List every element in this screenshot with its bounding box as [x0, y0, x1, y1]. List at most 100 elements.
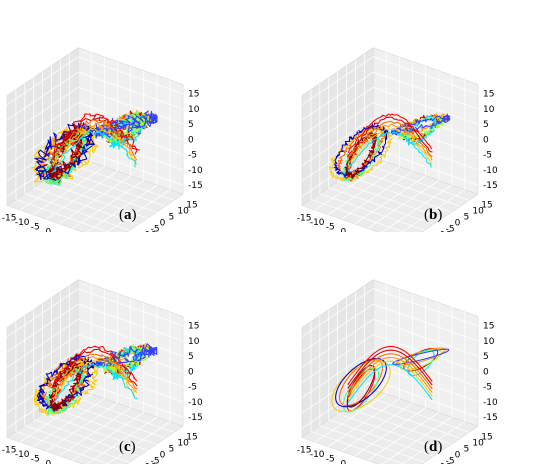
z-tick-label: -5: [483, 151, 492, 161]
x-tick-label: -10: [310, 450, 325, 460]
y-tick-label: 10: [472, 439, 484, 449]
grid-line-x: [367, 70, 440, 229]
grid-line-z: [301, 288, 479, 338]
grid-line-y: [337, 303, 443, 451]
grid-line-y: [355, 291, 461, 439]
z-tick-label: -15: [483, 181, 498, 191]
grid: [301, 52, 479, 232]
grid-line-x: [354, 66, 427, 225]
x-tick-label: 0: [341, 459, 347, 464]
grid-line-y: [15, 321, 110, 464]
y-tick-label: -10: [142, 231, 157, 232]
grid-line-x: [381, 75, 453, 232]
transition-line: [347, 123, 433, 164]
grid-line-x: [354, 298, 427, 457]
y-tick-label: 0: [455, 451, 461, 461]
trajectory-line: [48, 361, 84, 412]
grid-line-x: [381, 307, 453, 464]
plot-3d-c: -15-10-5051015-15-10-5051015151050-5-10-…: [2, 279, 203, 464]
z-tick-label: 5: [188, 120, 194, 130]
caption-close: ): [437, 207, 443, 223]
y-tick-label: 0: [160, 451, 166, 461]
grid-line-y: [310, 89, 405, 232]
trajectories: [33, 343, 158, 416]
tick-labels: -15-10-5051015-15-10-5051015151050-5-10-…: [2, 90, 203, 232]
x-tick-label: -10: [310, 218, 325, 228]
z-tick-label: 10: [188, 105, 200, 115]
z-tick-label: -10: [483, 398, 498, 408]
x-tick-label: -10: [15, 450, 30, 460]
grid-line-y: [310, 321, 405, 464]
trajectory-line: [333, 123, 389, 178]
transition-line: [50, 122, 138, 166]
y-tick-label: 10: [177, 207, 189, 217]
z-tick-label: 15: [483, 90, 494, 100]
transition-line: [346, 116, 433, 158]
grid-line-z: [6, 71, 184, 121]
grid-line-z: [6, 288, 184, 338]
grid-line-x: [314, 52, 387, 211]
transition-line: [347, 345, 433, 386]
trajectories: [328, 113, 451, 182]
panel-d: -15-10-5051015-15-10-5051015151050-5-10-…: [275, 232, 550, 464]
y-tick-label: 0: [455, 219, 461, 229]
trajectories: [30, 109, 158, 187]
transition-line: [51, 364, 138, 405]
grid-line-z: [301, 71, 479, 121]
z-tick-label: 15: [188, 322, 199, 332]
grid-line-x: [327, 56, 400, 216]
z-tick-label: 15: [188, 90, 199, 100]
y-tick-label: 5: [463, 445, 469, 455]
z-tick-label: 10: [188, 337, 200, 347]
caption-open: (: [424, 207, 429, 223]
grid-line-x: [72, 302, 145, 461]
grid-line-x: [86, 75, 158, 232]
trajectory-line: [46, 125, 85, 181]
y-tick-label: 0: [160, 219, 166, 229]
grid-line-y: [337, 71, 443, 219]
grid-line-x: [32, 56, 105, 216]
caption-letter: c: [124, 439, 131, 455]
trajectory-line: [346, 364, 376, 408]
y-tick-label: 5: [168, 445, 174, 455]
grid-line-z: [6, 349, 184, 399]
grid-line-z: [6, 102, 184, 151]
trajectory-line: [335, 358, 387, 408]
z-tick-label: -5: [188, 151, 197, 161]
transition-line: [347, 128, 433, 169]
transition-line: [51, 130, 137, 174]
y-tick-label: 15: [186, 433, 197, 443]
caption-open: (: [119, 207, 124, 223]
tick-labels: -15-10-5051015-15-10-5051015151050-5-10-…: [297, 90, 498, 232]
transition-line: [51, 353, 138, 393]
x-tick-label: -15: [297, 214, 312, 224]
z-tick-label: -10: [188, 166, 203, 176]
transition-line: [347, 356, 433, 397]
caption-letter: b: [429, 207, 438, 223]
x-tick-label: 0: [46, 227, 52, 232]
caption-d: (d): [424, 439, 442, 456]
grid-line-y: [24, 83, 130, 231]
z-tick-label: -5: [483, 383, 492, 393]
transition-line: [347, 360, 433, 400]
y-tick-label: -10: [437, 463, 452, 464]
caption-letter: a: [124, 207, 132, 223]
z-tick-label: 15: [483, 322, 494, 332]
grid-line-y: [328, 309, 434, 457]
x-tick-label: -15: [2, 446, 17, 456]
grid-line-z: [301, 102, 479, 151]
y-tick-label: -10: [437, 231, 452, 232]
grid-line-z: [6, 379, 184, 429]
transition-line: [51, 348, 138, 389]
y-tick-label: -5: [151, 457, 160, 464]
z-tick-label: 10: [483, 105, 495, 115]
grid-line-x: [46, 61, 118, 220]
x-tick-label: -5: [326, 223, 335, 232]
y-tick-label: 5: [463, 213, 469, 223]
transition-line: [347, 353, 433, 393]
y-tick-label: 15: [481, 201, 492, 211]
grid-line-x: [106, 311, 171, 464]
transition-line: [52, 345, 138, 387]
trajectories: [331, 345, 450, 413]
grid-line-z: [301, 334, 479, 383]
